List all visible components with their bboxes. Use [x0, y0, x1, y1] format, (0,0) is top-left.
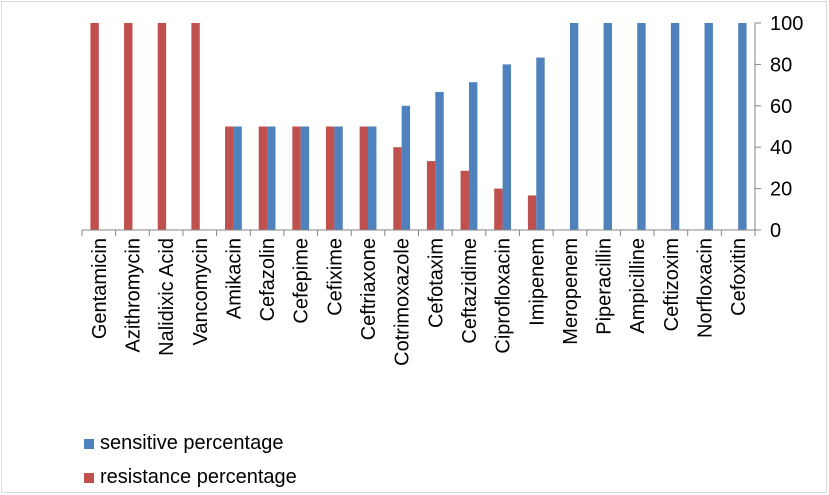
category-label-9: Cotrimoxazole	[392, 238, 414, 366]
bar-resistance-2	[157, 23, 167, 230]
legend-label-sensitive: sensitive percentage	[100, 432, 284, 454]
bar-resistance-11	[460, 170, 469, 230]
bar-sensitive-10	[435, 91, 444, 230]
category-label-10: Cefotaxim	[425, 238, 447, 328]
bar-resistance-9	[393, 147, 402, 230]
bar-sensitive-9	[401, 105, 411, 230]
bar-sensitive-12	[502, 64, 512, 231]
y-tick-label-5: 100	[770, 13, 803, 35]
bar-sensitive-14	[569, 23, 579, 230]
bar-sensitive-13	[536, 57, 545, 230]
bar-resistance-4	[225, 126, 234, 230]
legend-label-resistance: resistance percentage	[100, 466, 297, 488]
bar-sensitive-16	[637, 23, 646, 230]
bar-resistance-6	[292, 126, 301, 230]
category-label-15: Piperacillin	[594, 238, 616, 335]
category-label-18: Norfloxacin	[695, 238, 717, 338]
bar-resistance-10	[426, 161, 436, 230]
category-label-7: Cefixime	[324, 238, 346, 316]
bar-sensitive-19	[738, 23, 747, 230]
legend-item-resistance: resistance percentage	[84, 466, 297, 489]
bar-resistance-13	[527, 195, 537, 230]
category-label-6: Cefepime	[291, 238, 313, 324]
bar-resistance-3	[191, 23, 200, 230]
bar-sensitive-18	[704, 23, 713, 230]
y-tick-label-3: 60	[770, 96, 792, 118]
bar-resistance-8	[359, 126, 369, 230]
category-label-11: Ceftazidime	[459, 238, 481, 344]
category-label-14: Meropenem	[560, 238, 582, 345]
legend-swatch-resistance	[84, 472, 94, 483]
category-label-19: Cefoxitin	[728, 238, 750, 316]
category-label-4: Amikacin	[223, 238, 245, 319]
legend-swatch-sensitive	[84, 438, 94, 449]
y-tick-label-4: 80	[770, 54, 792, 76]
category-label-5: Cefazolin	[257, 238, 279, 321]
bar-sensitive-11	[468, 82, 478, 231]
category-label-12: Ciprofloxacin	[493, 238, 515, 354]
bar-sensitive-8	[368, 126, 377, 230]
bar-sensitive-15	[603, 23, 612, 230]
category-label-2: Nalidixic Acid	[156, 238, 178, 356]
bar-resistance-12	[494, 188, 503, 230]
bar-sensitive-17	[670, 23, 680, 230]
category-label-17: Ceftizoxim	[661, 238, 683, 331]
y-tick-label-2: 40	[770, 137, 792, 159]
bar-resistance-5	[258, 126, 268, 230]
category-label-13: Imipenem	[526, 238, 548, 326]
legend-item-sensitive: sensitive percentage	[84, 432, 283, 455]
category-label-0: Gentamicin	[89, 238, 111, 339]
category-label-8: Ceftriaxone	[358, 238, 380, 340]
category-label-16: Ampicilline	[627, 238, 649, 334]
bar-sensitive-6	[300, 126, 310, 230]
y-tick-label-0: 0	[770, 220, 781, 242]
bar-sensitive-5	[267, 126, 276, 230]
bar-resistance-7	[325, 126, 335, 230]
category-label-3: Vancomycin	[190, 238, 212, 345]
bar-resistance-0	[90, 23, 99, 230]
bar-sensitive-4	[233, 126, 242, 230]
bar-sensitive-7	[334, 126, 343, 230]
category-label-1: Azithromycin	[122, 238, 144, 352]
bar-resistance-1	[124, 23, 133, 230]
y-tick-label-1: 20	[770, 179, 792, 201]
